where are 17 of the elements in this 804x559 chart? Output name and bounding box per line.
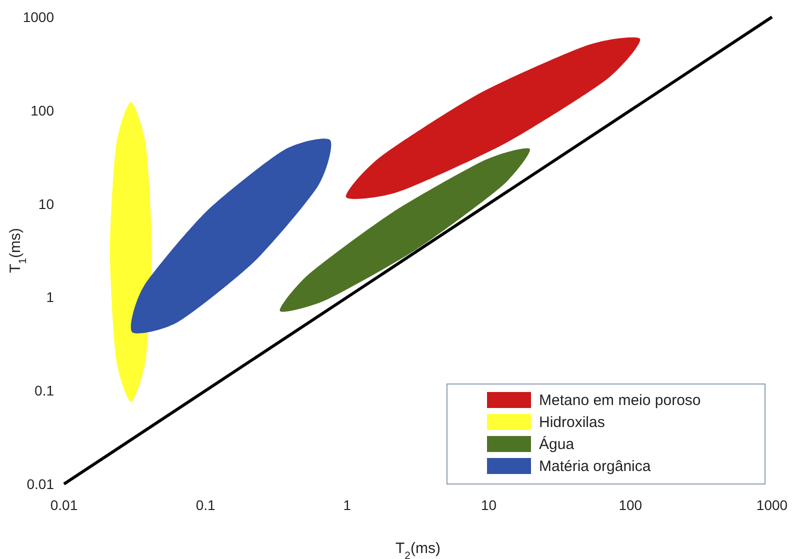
y-tick-label: 0.1 [34,382,54,399]
y-tick-label: 1 [46,289,54,306]
x-tick-label: 10 [481,497,497,513]
y-tick-label: 1000 [22,9,54,25]
legend-label: Matéria orgânica [539,458,652,475]
legend-label: Hidroxilas [539,414,605,431]
series-label: Água [539,435,575,453]
y-tick-label: 100 [30,102,54,118]
x-tick-label: 1 [343,497,352,513]
x-tick-label: 0.1 [196,497,216,513]
x-tick-label: 100 [618,497,642,513]
y-tick-label: 0.01 [26,476,54,492]
x-tick-label: 1000 [756,497,788,513]
legend-label: Metano em meio poroso [539,392,701,409]
x-tick-label: 0.01 [50,497,78,513]
y-tick-label: 10 [38,196,54,212]
x-axis-title: T$_{2}$(ms) [395,540,441,559]
